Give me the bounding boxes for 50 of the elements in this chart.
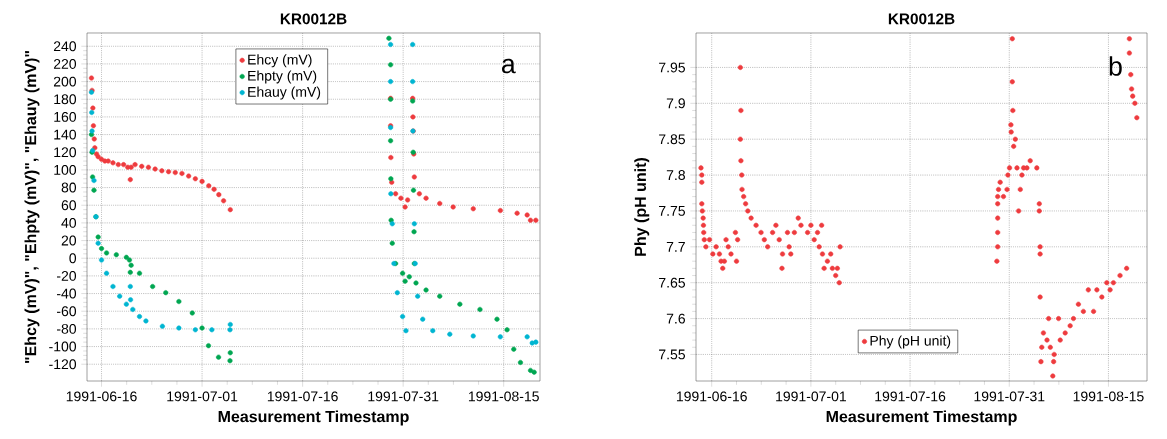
chart-title: KR0012B — [280, 13, 347, 25]
y-tick-label: 200 — [53, 76, 77, 87]
y-tick-label: -20 — [56, 270, 77, 281]
y-tick-label: 7.75 — [659, 206, 686, 216]
y-tick-label: 180 — [54, 94, 77, 105]
x-tick-label: 1991-08-15 — [468, 391, 539, 402]
y-tick-label: 7.9 — [666, 98, 685, 109]
x-axis-title: Measurement Timestamp — [826, 410, 1017, 426]
y-tick-label: 7.65 — [659, 277, 686, 288]
legend-label: Phy (pH unit) — [870, 335, 951, 349]
y-tick-label: 20 — [61, 235, 77, 246]
x-tick-label: 1991-07-16 — [875, 391, 946, 402]
y-tick-label: -100 — [49, 341, 77, 352]
x-tick-label: 1991-07-01 — [167, 391, 238, 402]
y-tick-label: 40 — [61, 217, 77, 228]
y-tick-label: -120 — [49, 359, 77, 370]
y-tick-label: -80 — [56, 323, 77, 334]
y-tick-label: -60 — [56, 306, 77, 317]
y-tick-label: 7.85 — [659, 134, 686, 145]
x-tick-label: 1991-07-31 — [974, 391, 1045, 402]
y-axis-title: "Ehcy (mV)", "Ehpty (mV)", "Ehauy (mV)" — [24, 51, 40, 363]
y-tick-label: 120 — [54, 147, 77, 158]
y-tick-label: 100 — [54, 164, 77, 175]
y-tick-label: 0 — [69, 253, 77, 264]
legend-label: Ehpty (mV) — [248, 70, 317, 84]
y-tick-label: 7.6 — [666, 313, 685, 324]
x-axis-title: Measurement Timestamp — [218, 410, 409, 426]
y-tick-label: 220 — [53, 58, 77, 69]
y-tick-label: 240 — [53, 41, 77, 52]
x-tick-label: 1991-07-16 — [267, 391, 338, 402]
y-tick-label: 160 — [54, 111, 77, 122]
y-tick-label: 7.7 — [666, 242, 685, 252]
x-tick-label: 1991-07-31 — [368, 391, 439, 402]
y-tick-label: 80 — [61, 182, 77, 193]
x-tick-label: 1991-08-15 — [1073, 391, 1144, 402]
annotation: b — [1109, 56, 1122, 76]
x-tick-label: 1991-07-01 — [776, 391, 846, 402]
y-tick-label: 60 — [61, 200, 77, 211]
chart-title: KR0012B — [888, 13, 955, 25]
y-axis-title: Phy (pH unit) — [634, 158, 650, 256]
y-tick-label: 7.95 — [659, 62, 686, 73]
y-tick-label: -40 — [56, 288, 77, 299]
annotation: a — [502, 58, 516, 74]
y-tick-label: 7.55 — [659, 349, 686, 360]
legend-label: Ehcy (mV) — [248, 54, 312, 68]
y-tick-label: 140 — [54, 129, 77, 140]
x-tick-label: 1991-06-16 — [676, 391, 747, 402]
legend-label: Ehauy (mV) — [248, 86, 321, 100]
y-tick-label: 7.8 — [666, 170, 685, 181]
x-tick-label: 1991-06-16 — [66, 391, 137, 402]
